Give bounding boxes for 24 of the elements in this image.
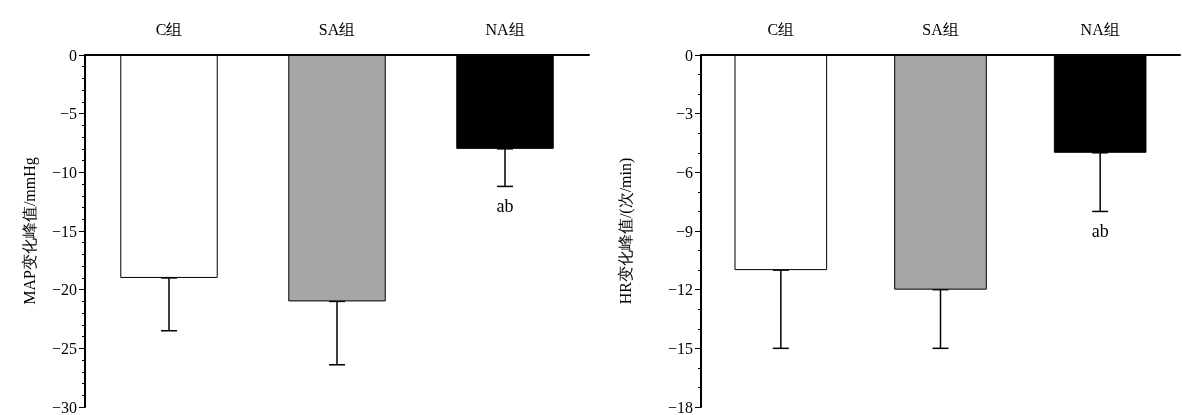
y-axis-title: MAP变化峰值/mmHg — [20, 157, 39, 305]
y-tick-label: −6 — [675, 163, 693, 181]
x-tick-label: C组 — [767, 20, 795, 38]
x-tick-label: SA组 — [922, 20, 959, 38]
y-tick-label: −15 — [51, 222, 77, 240]
annotation: ab — [496, 196, 514, 217]
y-tick-label: −25 — [51, 339, 77, 357]
y-tick-label: −3 — [675, 105, 693, 123]
x-tick-label: NA组 — [485, 20, 525, 38]
annotation: ab — [1091, 221, 1109, 242]
y-axis-title: HR变化峰值/(次/min) — [616, 157, 635, 305]
y-tick-label: −10 — [51, 163, 77, 181]
y-tick-label: −12 — [667, 281, 693, 299]
x-tick-label: SA组 — [318, 20, 356, 38]
x-tick-label: NA组 — [1080, 20, 1120, 38]
y-tick-label: 0 — [69, 46, 77, 64]
y-tick-label: −30 — [51, 398, 77, 415]
y-tick-label: −9 — [675, 222, 693, 240]
y-tick-label: −18 — [667, 398, 693, 415]
y-tick-label: −15 — [667, 339, 693, 357]
y-tick-label: 0 — [685, 46, 693, 64]
y-tick-label: −20 — [51, 281, 77, 299]
x-tick-label: C组 — [155, 20, 183, 38]
y-tick-label: −5 — [59, 105, 77, 123]
